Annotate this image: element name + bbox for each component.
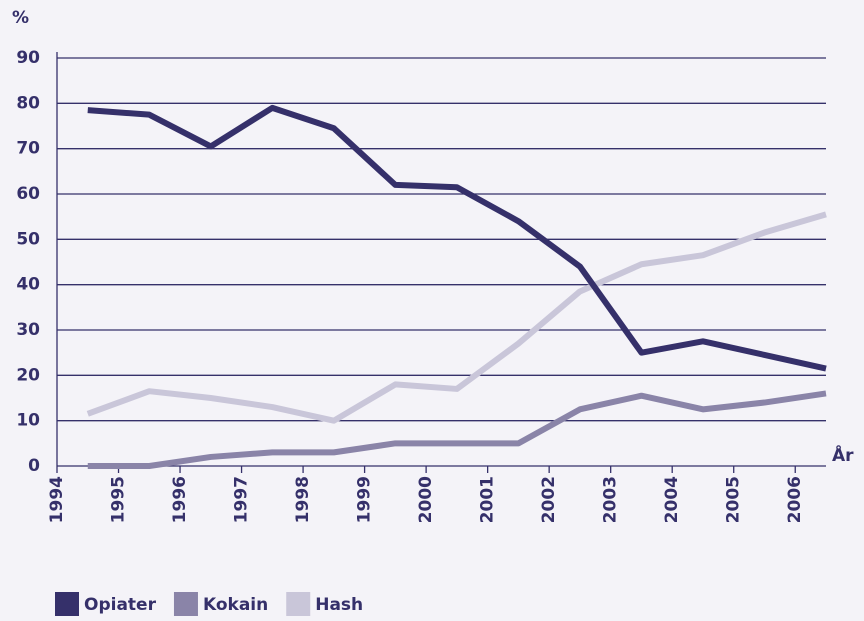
x-tick-label: 2002 — [539, 476, 559, 523]
legend-swatch — [286, 592, 311, 616]
x-tick-label: 2000 — [416, 476, 436, 523]
y-tick-label: 40 — [16, 275, 40, 295]
legend-swatch — [173, 592, 198, 616]
y-tick-label: 80 — [16, 93, 40, 113]
x-tick-label: 2003 — [601, 476, 621, 523]
x-tick-label: 1996 — [170, 476, 190, 523]
legend-label: Hash — [315, 595, 363, 615]
x-tick-label: 1994 — [47, 476, 67, 523]
y-tick-label: 90 — [16, 48, 40, 68]
y-tick-label: 10 — [16, 411, 40, 431]
x-tick-label: 1995 — [109, 476, 129, 523]
x-tick-label: 2006 — [785, 476, 805, 523]
y-tick-label: 50 — [16, 229, 40, 249]
line — [86, 211, 827, 424]
line — [87, 390, 827, 469]
legend-label: Kokain — [203, 595, 268, 615]
y-axis-label: % — [12, 8, 29, 28]
x-axis-label: År — [832, 443, 854, 466]
line — [87, 104, 827, 372]
legend-label: Opiater — [84, 595, 157, 615]
y-tick-label: 60 — [16, 184, 40, 204]
y-tick-label: 0 — [28, 456, 40, 476]
x-tick-label: 1997 — [232, 476, 252, 523]
x-tick-label: 2001 — [478, 476, 498, 523]
legend-swatch — [55, 592, 79, 616]
x-tick-label: 1999 — [355, 476, 375, 523]
x-tick-label: 2004 — [662, 476, 682, 523]
x-tick-label: 2005 — [724, 476, 744, 523]
y-tick-label: 70 — [16, 139, 40, 159]
y-tick-label: 30 — [16, 320, 40, 340]
y-tick-label: 20 — [16, 365, 40, 385]
x-tick-label: 1998 — [293, 476, 313, 523]
